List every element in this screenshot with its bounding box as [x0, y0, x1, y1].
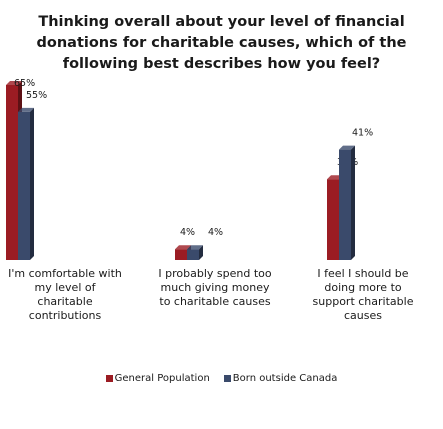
title-line: following best describes how you feel? [62, 56, 381, 72]
legend-label: Born outside Canada [232, 373, 338, 384]
legend: General Population Born outside Canada [0, 373, 443, 384]
bar-top-general-population [175, 245, 191, 250]
category-label-line: much giving money [160, 281, 270, 294]
category-label-line: I feel I should be [317, 267, 409, 280]
legend-swatch [105, 375, 113, 382]
bar-side-born-outside-canada [199, 245, 203, 260]
bar-top-general-population [6, 81, 22, 85]
category-label-should-do-more: I feel I should be doing more to support… [298, 267, 428, 323]
category-label-line: my level of [34, 281, 96, 294]
bar-top-born-outside-canada [187, 245, 203, 250]
bar-general-population [6, 85, 18, 260]
bar-top-born-outside-canada [18, 107, 34, 112]
category-label-line: support charitable [312, 295, 414, 308]
category-label-spend-too-much: I probably spend too much giving money t… [150, 267, 280, 309]
bar-born-outside-canada [187, 249, 199, 260]
bar-general-population [327, 179, 339, 260]
bar-side-born-outside-canada [30, 107, 34, 260]
category-label-line: charitable [37, 295, 93, 308]
data-label: 55% [26, 90, 47, 101]
category-label-line: doing more to [324, 281, 402, 294]
legend-item-born-outside-canada: Born outside Canada [223, 373, 338, 384]
category-label-line: contributions [28, 309, 102, 322]
bar-general-population [175, 249, 187, 260]
bar-born-outside-canada [339, 149, 351, 260]
category-label-line: to charitable causes [159, 295, 271, 308]
bar-born-outside-canada [18, 111, 30, 260]
data-label: 4% [208, 227, 223, 238]
legend-item-general-population: General Population [105, 373, 210, 384]
legend-swatch [223, 375, 231, 382]
data-label: 4% [180, 227, 195, 238]
chart-title: Thinking overall about your level of fin… [0, 12, 443, 75]
title-line: donations for charitable causes, which o… [36, 35, 407, 51]
category-label-line: causes [344, 309, 382, 322]
title-line: Thinking overall about your level of fin… [38, 14, 405, 30]
data-label: 41% [352, 128, 373, 139]
category-label-line: I'm comfortable with [8, 267, 122, 280]
bar-top-born-outside-canada [339, 145, 355, 150]
data-label: 65% [14, 78, 35, 89]
legend-label: General Population [114, 373, 210, 384]
bar-side-born-outside-canada [351, 145, 355, 260]
category-label-line: I probably spend too [158, 267, 272, 280]
category-label-comfortable: I'm comfortable with my level of charita… [0, 267, 130, 323]
